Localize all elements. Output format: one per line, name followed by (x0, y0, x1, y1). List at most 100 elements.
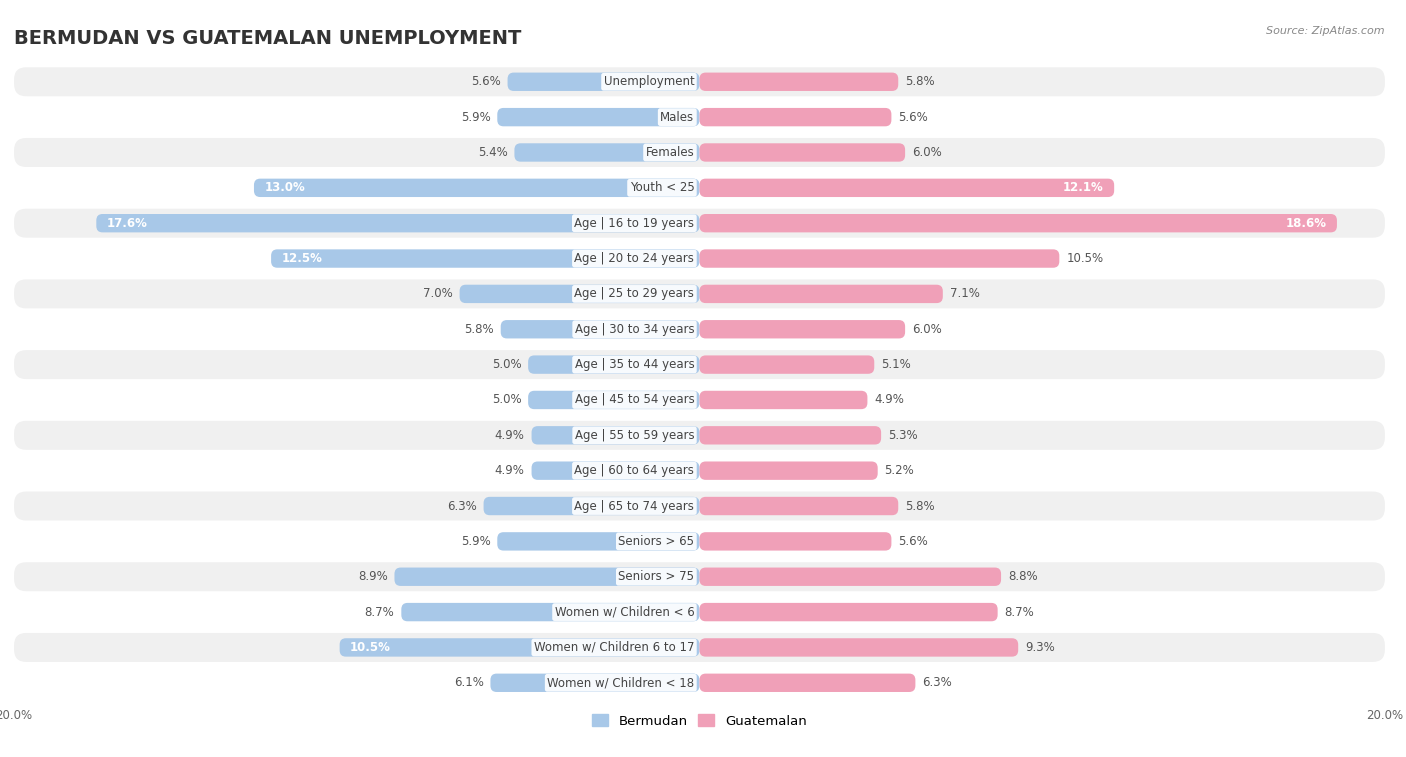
Text: 6.0%: 6.0% (912, 322, 942, 336)
FancyBboxPatch shape (700, 568, 1001, 586)
Text: Youth < 25: Youth < 25 (630, 182, 695, 195)
Text: 8.7%: 8.7% (1004, 606, 1035, 618)
FancyBboxPatch shape (460, 285, 700, 303)
FancyBboxPatch shape (14, 350, 1385, 379)
FancyBboxPatch shape (531, 426, 700, 444)
Text: 5.6%: 5.6% (471, 75, 501, 89)
FancyBboxPatch shape (700, 426, 882, 444)
FancyBboxPatch shape (14, 456, 1385, 485)
FancyBboxPatch shape (700, 391, 868, 409)
Text: Age | 55 to 59 years: Age | 55 to 59 years (575, 428, 695, 442)
FancyBboxPatch shape (700, 214, 1337, 232)
FancyBboxPatch shape (501, 320, 700, 338)
Text: 5.0%: 5.0% (492, 394, 522, 407)
Text: 5.8%: 5.8% (905, 75, 935, 89)
Text: Age | 16 to 19 years: Age | 16 to 19 years (574, 217, 695, 229)
Text: 17.6%: 17.6% (107, 217, 148, 229)
Text: 4.9%: 4.9% (875, 394, 904, 407)
Text: 8.9%: 8.9% (359, 570, 388, 583)
Text: 6.0%: 6.0% (912, 146, 942, 159)
Legend: Bermudan, Guatemalan: Bermudan, Guatemalan (588, 709, 811, 733)
Text: 5.6%: 5.6% (898, 535, 928, 548)
FancyBboxPatch shape (700, 674, 915, 692)
Text: 13.0%: 13.0% (264, 182, 305, 195)
Text: Source: ZipAtlas.com: Source: ZipAtlas.com (1267, 26, 1385, 36)
Text: 18.6%: 18.6% (1285, 217, 1327, 229)
Text: 5.9%: 5.9% (461, 535, 491, 548)
FancyBboxPatch shape (700, 179, 1114, 197)
Text: 7.1%: 7.1% (949, 288, 980, 301)
Text: 5.8%: 5.8% (464, 322, 494, 336)
Text: 5.0%: 5.0% (492, 358, 522, 371)
Text: 6.3%: 6.3% (922, 676, 952, 690)
FancyBboxPatch shape (340, 638, 700, 656)
FancyBboxPatch shape (508, 73, 700, 91)
Text: 8.8%: 8.8% (1008, 570, 1038, 583)
FancyBboxPatch shape (14, 209, 1385, 238)
FancyBboxPatch shape (14, 597, 1385, 627)
Text: 10.5%: 10.5% (350, 641, 391, 654)
Text: 5.6%: 5.6% (898, 111, 928, 123)
FancyBboxPatch shape (531, 462, 700, 480)
FancyBboxPatch shape (14, 527, 1385, 556)
FancyBboxPatch shape (700, 108, 891, 126)
Text: Age | 35 to 44 years: Age | 35 to 44 years (575, 358, 695, 371)
Text: 5.2%: 5.2% (884, 464, 914, 477)
FancyBboxPatch shape (14, 103, 1385, 132)
Text: 7.0%: 7.0% (423, 288, 453, 301)
FancyBboxPatch shape (395, 568, 700, 586)
FancyBboxPatch shape (700, 356, 875, 374)
FancyBboxPatch shape (14, 315, 1385, 344)
Text: Seniors > 65: Seniors > 65 (619, 535, 695, 548)
FancyBboxPatch shape (515, 143, 700, 162)
FancyBboxPatch shape (700, 143, 905, 162)
Text: Age | 25 to 29 years: Age | 25 to 29 years (575, 288, 695, 301)
FancyBboxPatch shape (700, 497, 898, 516)
Text: 6.1%: 6.1% (454, 676, 484, 690)
FancyBboxPatch shape (14, 385, 1385, 415)
FancyBboxPatch shape (14, 67, 1385, 96)
FancyBboxPatch shape (14, 562, 1385, 591)
FancyBboxPatch shape (700, 532, 891, 550)
FancyBboxPatch shape (700, 249, 1059, 268)
Text: 5.4%: 5.4% (478, 146, 508, 159)
Text: 10.5%: 10.5% (1066, 252, 1104, 265)
FancyBboxPatch shape (529, 356, 700, 374)
FancyBboxPatch shape (700, 73, 898, 91)
FancyBboxPatch shape (14, 421, 1385, 450)
FancyBboxPatch shape (491, 674, 700, 692)
Text: 5.8%: 5.8% (905, 500, 935, 512)
FancyBboxPatch shape (14, 244, 1385, 273)
Text: Women w/ Children 6 to 17: Women w/ Children 6 to 17 (534, 641, 695, 654)
FancyBboxPatch shape (498, 532, 700, 550)
FancyBboxPatch shape (14, 173, 1385, 202)
Text: Women w/ Children < 18: Women w/ Children < 18 (547, 676, 695, 690)
FancyBboxPatch shape (700, 462, 877, 480)
FancyBboxPatch shape (14, 633, 1385, 662)
Text: 4.9%: 4.9% (495, 428, 524, 442)
Text: Age | 65 to 74 years: Age | 65 to 74 years (575, 500, 695, 512)
Text: Age | 45 to 54 years: Age | 45 to 54 years (575, 394, 695, 407)
Text: Unemployment: Unemployment (603, 75, 695, 89)
Text: BERMUDAN VS GUATEMALAN UNEMPLOYMENT: BERMUDAN VS GUATEMALAN UNEMPLOYMENT (14, 29, 522, 48)
FancyBboxPatch shape (254, 179, 700, 197)
FancyBboxPatch shape (700, 320, 905, 338)
FancyBboxPatch shape (14, 668, 1385, 697)
Text: Age | 60 to 64 years: Age | 60 to 64 years (575, 464, 695, 477)
Text: Males: Males (661, 111, 695, 123)
FancyBboxPatch shape (484, 497, 700, 516)
FancyBboxPatch shape (14, 138, 1385, 167)
Text: Seniors > 75: Seniors > 75 (619, 570, 695, 583)
FancyBboxPatch shape (700, 285, 943, 303)
FancyBboxPatch shape (96, 214, 700, 232)
Text: 12.5%: 12.5% (281, 252, 322, 265)
Text: 12.1%: 12.1% (1063, 182, 1104, 195)
Text: Age | 20 to 24 years: Age | 20 to 24 years (575, 252, 695, 265)
FancyBboxPatch shape (271, 249, 700, 268)
FancyBboxPatch shape (529, 391, 700, 409)
FancyBboxPatch shape (498, 108, 700, 126)
Text: 9.3%: 9.3% (1025, 641, 1054, 654)
Text: 5.3%: 5.3% (889, 428, 918, 442)
FancyBboxPatch shape (700, 638, 1018, 656)
FancyBboxPatch shape (401, 603, 700, 621)
